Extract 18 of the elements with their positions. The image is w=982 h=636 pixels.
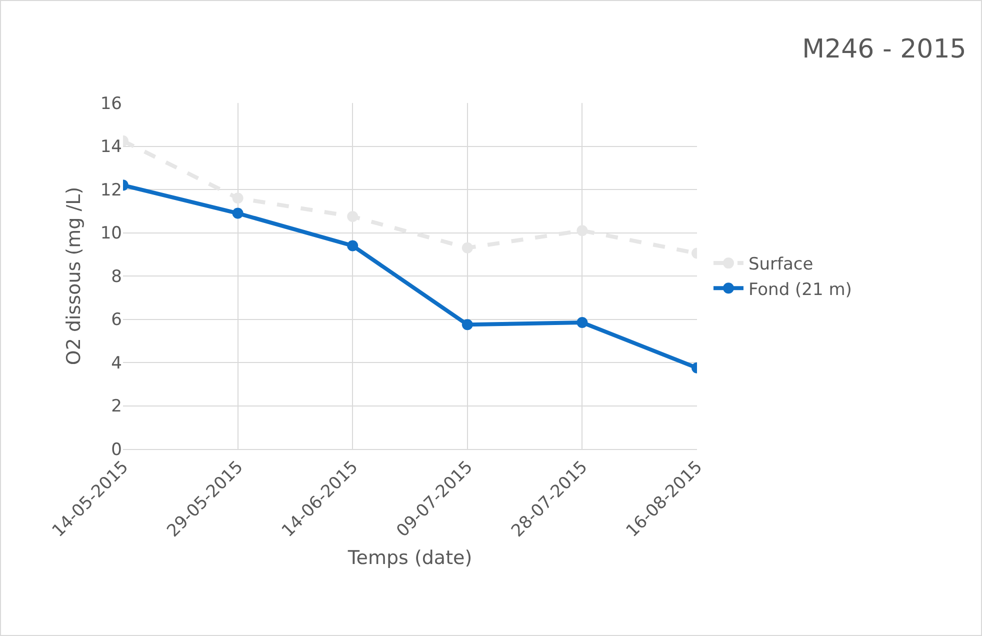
point: [462, 319, 473, 330]
y-tick-label: 10: [100, 224, 122, 244]
y-tick-label: 4: [111, 353, 122, 374]
y-tick-label: 0: [111, 440, 122, 460]
legend-label: Fond (21 m): [748, 280, 852, 300]
point: [347, 240, 358, 252]
text: M246 - 2015: [802, 34, 966, 65]
point: [347, 211, 358, 222]
x-axis-title: Temps (date): [346, 547, 472, 570]
y-tick-label: 2: [111, 396, 122, 417]
y-tick-label: 14: [100, 137, 122, 158]
legend-label: Surface: [748, 254, 814, 275]
y-tick-label: 12: [100, 180, 122, 200]
y-axis-title: O2 dissous (mg /L): [63, 186, 86, 366]
y-tick-label: 8: [111, 266, 122, 287]
point: [462, 242, 473, 254]
y-tick-label: 16: [100, 94, 122, 114]
y-tick-label: 6: [111, 310, 122, 330]
